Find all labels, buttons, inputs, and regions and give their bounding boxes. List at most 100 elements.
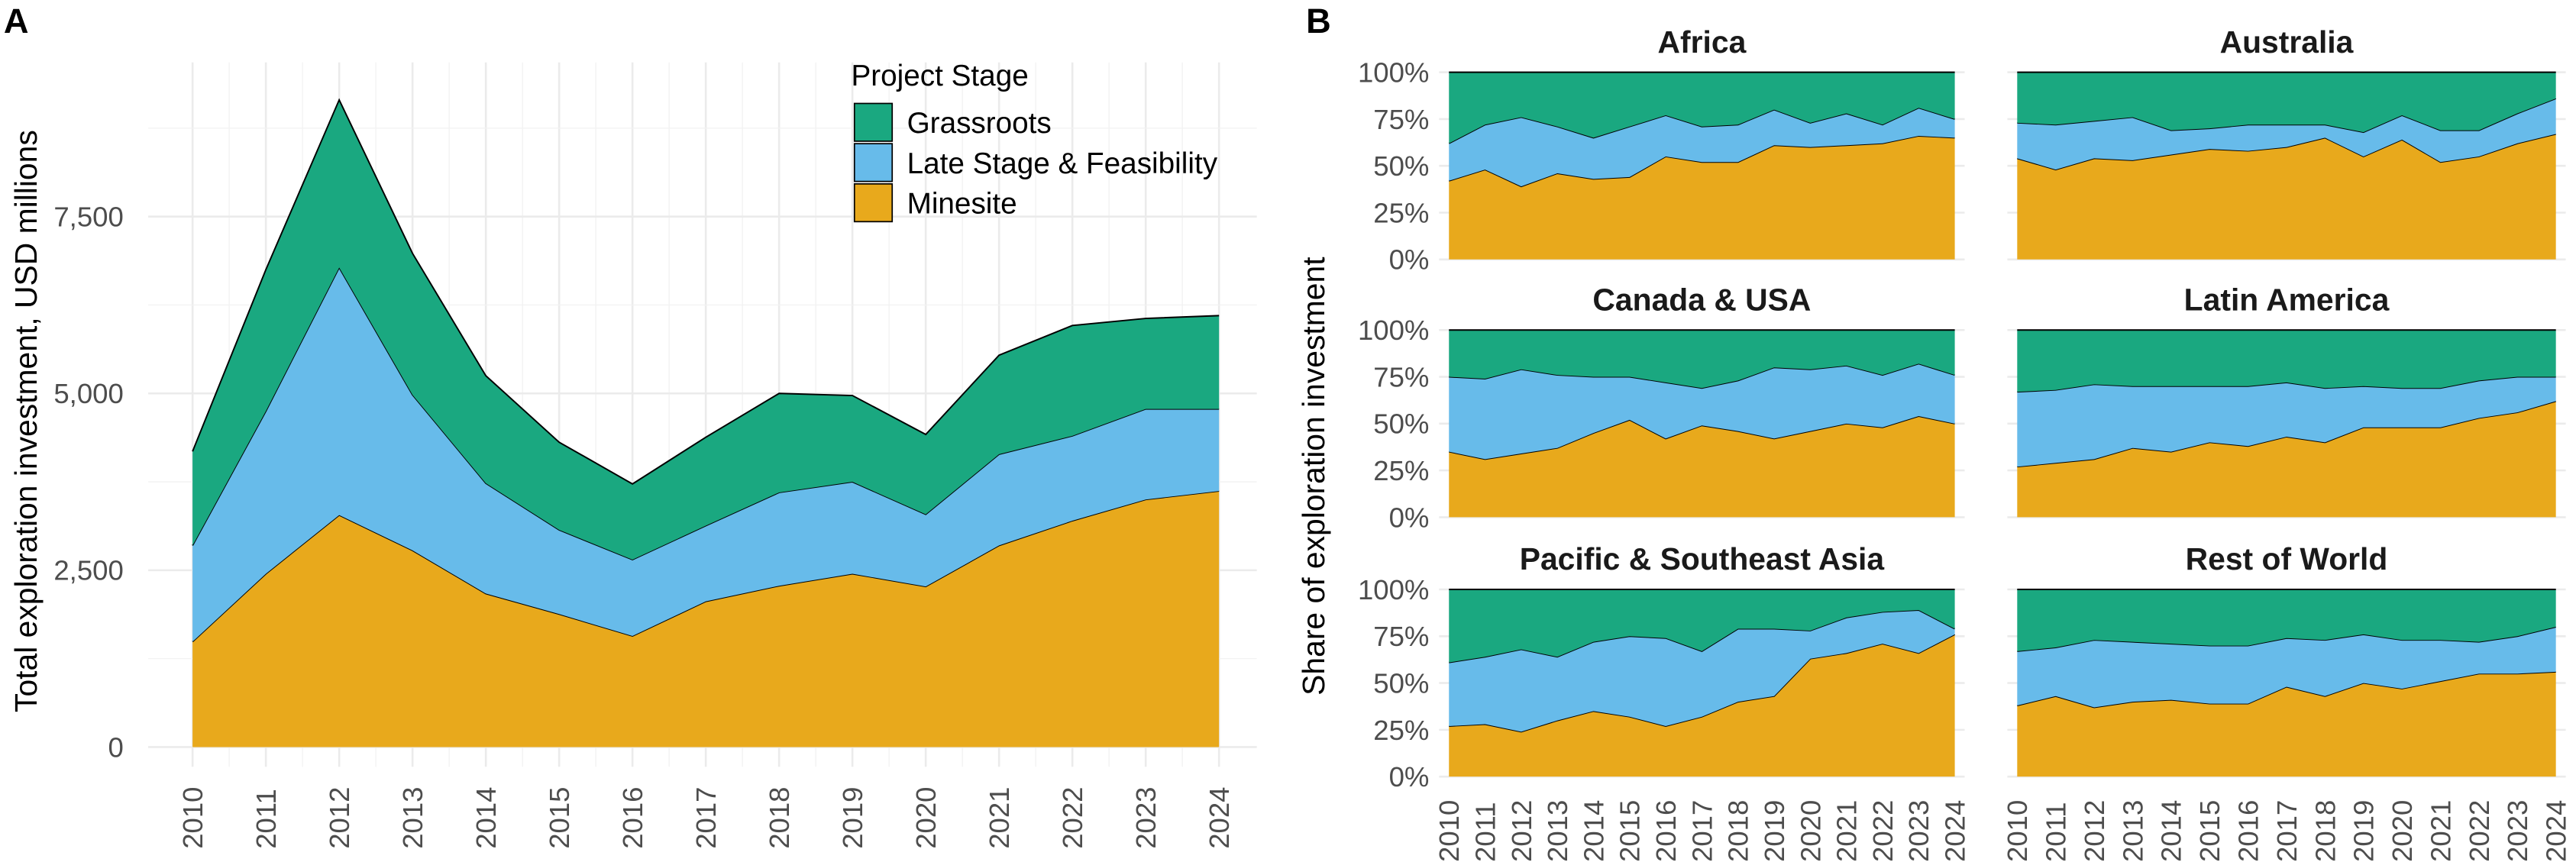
y-axis-title-b: Share of exploration investment <box>1296 257 1331 696</box>
facet-area-minesite <box>1449 416 1955 518</box>
facet-latin-america: Latin America <box>2007 282 2566 518</box>
y-tick-label: 100% <box>1358 574 1429 605</box>
facet-title: Pacific & Southeast Asia <box>1520 541 1885 576</box>
facet-area-late-stage-feasibility <box>1449 108 1955 187</box>
x-tick-label: 2017 <box>1686 800 1718 862</box>
facet-area-late-stage-feasibility <box>1449 609 1955 732</box>
facet-area-late-stage-feasibility <box>2017 98 2556 170</box>
x-tick-label: 2013 <box>397 786 428 848</box>
y-tick-label: 0% <box>1389 761 1430 793</box>
x-tick-label: 2014 <box>2156 800 2187 862</box>
x-tick-label: 2013 <box>2117 800 2148 862</box>
facet-pacific-southeast-asia: 0% 25% 50% 75% 100% Pacific & Southeast Asia 2… <box>1358 541 1971 862</box>
panel-a-line-grassroots <box>192 98 1220 485</box>
facet-title: Latin America <box>2184 282 2390 317</box>
x-tick-label: 2011 <box>1469 802 1501 862</box>
x-tick-label: 2015 <box>2194 800 2225 862</box>
legend-label: Grassroots <box>907 107 1052 140</box>
x-tick-label: 2012 <box>2079 800 2110 862</box>
panel-a-area-grassroots <box>192 99 1220 560</box>
facet-area-grassroots <box>2017 589 2556 651</box>
y-tick-label: 7,500 <box>53 202 123 233</box>
y-tick-label: 75% <box>1373 621 1429 652</box>
y-tick-label: 75% <box>1373 361 1429 392</box>
facet-africa: 0% 25% 50% 75% 100% Africa <box>1358 24 1965 276</box>
facet-canada-usa: 0% 25% 50% 75% 100% Canada & USA <box>1358 282 1965 533</box>
y-tick-label: 100% <box>1358 57 1429 89</box>
y-tick-label: 50% <box>1373 668 1429 699</box>
x-tick-label: 2024 <box>2541 800 2572 862</box>
x-tick-label: 2023 <box>2502 800 2533 862</box>
x-tick-label: 2013 <box>1542 800 1573 862</box>
x-tick-label: 2012 <box>324 786 355 848</box>
facet-area-minesite <box>2017 671 2556 777</box>
facet-area-late-stage-feasibility <box>2017 627 2556 708</box>
x-tick-label: 2018 <box>2309 800 2341 862</box>
y-tick-label: 0% <box>1389 502 1430 533</box>
facet-title: Rest of World <box>2186 541 2388 576</box>
legend-label: Late Stage & Feasibility <box>907 147 1218 180</box>
x-tick-label: 2024 <box>1939 800 1970 862</box>
x-tick-label: 2017 <box>2271 800 2303 862</box>
legend-label: Minesite <box>907 188 1017 221</box>
legend-key <box>853 143 894 182</box>
x-tick-label: 2015 <box>544 786 575 848</box>
facet-title: Africa <box>1658 24 1747 60</box>
facet-area-late-stage-feasibility <box>1449 363 1955 460</box>
x-tick-label: 2018 <box>764 786 795 848</box>
x-tick-label: 2010 <box>177 786 208 848</box>
y-axis-title: Total exploration investment, USD millio… <box>8 130 44 712</box>
x-tick-label: 2024 <box>1204 786 1235 848</box>
x-tick-label: 2023 <box>1130 786 1162 848</box>
x-tick-label: 2019 <box>837 786 868 848</box>
facet-area-minesite <box>1449 135 1955 260</box>
y-tick-label: 50% <box>1373 150 1429 182</box>
facet-title: Australia <box>2220 24 2354 60</box>
panel-a-area-late-stage-feasibility <box>192 267 1220 642</box>
x-tick-label: 2015 <box>1614 800 1646 862</box>
facet-area-late-stage-feasibility <box>2017 376 2556 467</box>
legend: Project Stage Grassroots Late Stage & Feas… <box>851 60 1218 223</box>
facet-area-grassroots <box>1449 72 1955 144</box>
y-tick-label: 100% <box>1358 315 1429 346</box>
x-tick-label: 2021 <box>2425 800 2456 862</box>
x-tick-label: 2022 <box>1057 786 1088 848</box>
x-tick-label: 2020 <box>910 786 942 848</box>
facet-title: Canada & USA <box>1592 282 1811 317</box>
panel-a-area-minesite <box>192 491 1220 747</box>
y-tick-label: 50% <box>1373 408 1429 440</box>
facet-area-minesite <box>2017 134 2556 260</box>
x-tick-label: 2019 <box>1759 800 1790 862</box>
x-tick-label: 2018 <box>1723 800 1754 862</box>
x-tick-label: 2021 <box>1831 800 1863 862</box>
panel-label-a: A <box>4 2 29 40</box>
facet-area-minesite <box>2017 401 2556 518</box>
x-tick-label: 2021 <box>984 786 1015 848</box>
x-tick-label: 2010 <box>1433 800 1465 862</box>
y-tick-label: 25% <box>1373 455 1429 486</box>
facet-area-minesite <box>1449 634 1955 777</box>
x-tick-label: 2022 <box>1867 800 1899 862</box>
y-tick-label: 2,500 <box>53 555 123 586</box>
x-tick-label: 2016 <box>2233 800 2264 862</box>
facet-area-grassroots <box>1449 330 1955 389</box>
x-tick-label: 2012 <box>1506 800 1537 862</box>
legend-title: Project Stage <box>851 60 1028 92</box>
x-tick-label: 2014 <box>470 786 502 848</box>
legend-key <box>853 102 894 142</box>
y-tick-label: 0 <box>108 731 123 763</box>
facet-area-grassroots <box>1449 589 1955 663</box>
facet-australia: Australia <box>2007 24 2566 261</box>
x-tick-label: 2017 <box>690 786 722 848</box>
x-tick-label: 2010 <box>2002 800 2033 862</box>
facet-area-grassroots <box>2017 72 2556 133</box>
x-tick-label: 2019 <box>2348 800 2380 862</box>
x-tick-label: 2020 <box>1795 800 1826 862</box>
facet-rest-of-world: Rest of World 2010 2011 2012 2013 2014 2015 201… <box>2002 541 2571 862</box>
y-tick-label: 75% <box>1373 104 1429 135</box>
panel-label-b: B <box>1306 2 1331 40</box>
x-tick-label: 2023 <box>1903 800 1934 862</box>
y-tick-label: 25% <box>1373 715 1429 746</box>
x-tick-label: 2016 <box>1650 800 1682 862</box>
